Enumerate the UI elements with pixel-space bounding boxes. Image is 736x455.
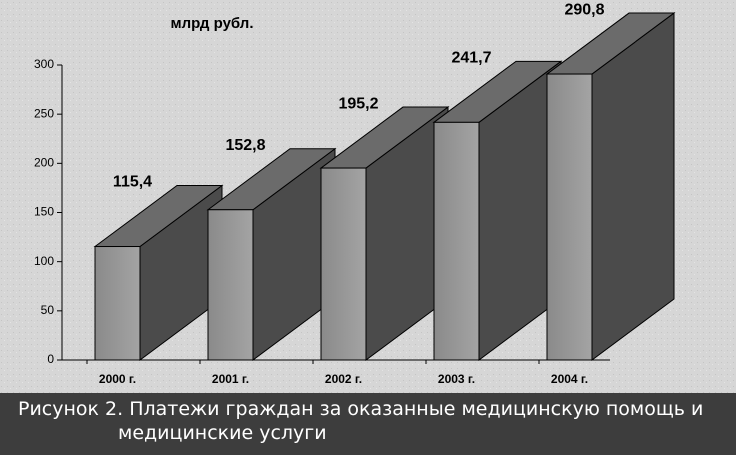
caption: медицинские услуги [118, 422, 327, 444]
value-label: 195,2 [338, 95, 378, 112]
value-label: 290,8 [564, 1, 604, 18]
value-label: 115,4 [113, 174, 152, 191]
bar [94, 246, 141, 361]
bar [433, 121, 480, 361]
bar [546, 73, 593, 361]
x-tick-label: 2001 г. [212, 372, 249, 386]
x-tick-label: 2000 г. [99, 372, 136, 386]
value-label: 241,7 [451, 50, 491, 67]
bar [207, 209, 254, 361]
y-tick-label: 50 [41, 303, 55, 317]
x-tick-label: 2004 г. [551, 372, 588, 386]
y-tick-label: 0 [47, 352, 54, 366]
y-tick-label: 250 [34, 106, 54, 120]
chart: млрд рубл. 0 50 100 150 200 250 300 115,4 2000 г… [0, 0, 736, 393]
caption: Рисунок 2. Платежи граждан за оказанные … [18, 398, 704, 420]
unit-label: млрд рубл. [171, 15, 254, 32]
y-tick-label: 100 [34, 254, 54, 268]
bar [320, 167, 367, 361]
y-tick-label: 150 [34, 205, 54, 219]
x-tick-label: 2003 г. [438, 372, 475, 386]
y-tick-label: 200 [34, 156, 54, 170]
value-label: 152,8 [225, 137, 265, 154]
x-tick-label: 2002 г. [325, 372, 362, 386]
y-tick-label: 300 [34, 57, 54, 71]
